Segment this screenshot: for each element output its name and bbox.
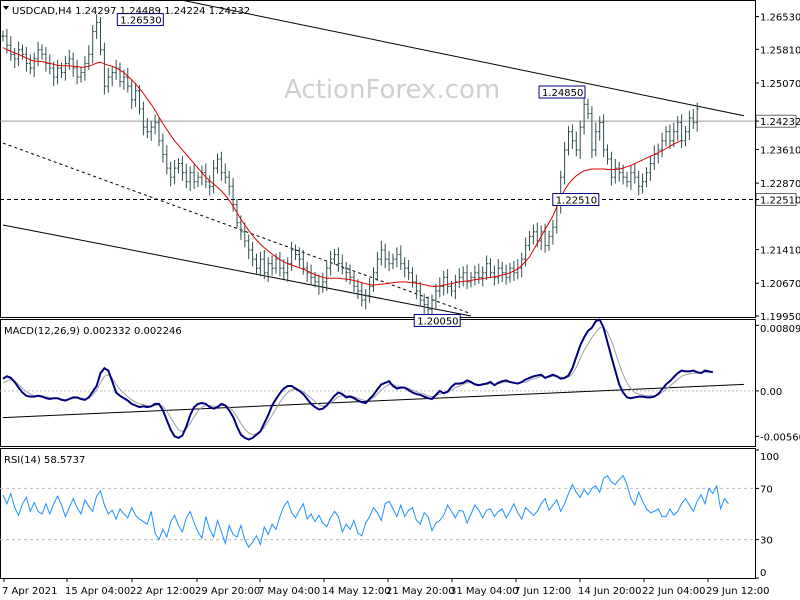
rsi-panel-frame <box>0 448 756 579</box>
dashed-trend-line <box>2 142 472 315</box>
price-annotation-label: 1.24850 <box>542 88 583 99</box>
time-axis-label: 7 May 04:00 <box>258 586 320 597</box>
rsi-panel-title: RSI(14) 58.5737 <box>4 455 85 466</box>
price-annotation-box <box>538 85 586 99</box>
price-panel-title: USDCAD,H4 1.24297 1.24489 1.24224 1.2423… <box>12 6 250 17</box>
rsi-axis-label: 70 <box>760 484 773 495</box>
time-axis-label: 22 Jun 04:00 <box>642 586 706 597</box>
time-axis-label: 31 May 04:00 <box>450 586 519 597</box>
macd-panel-frame <box>0 319 756 447</box>
time-axis-label: 15 Apr 04:00 <box>65 586 130 597</box>
rsi-line <box>2 474 729 549</box>
rsi-series-layer <box>0 474 755 549</box>
price-axis-label: 1.22510 <box>760 196 800 207</box>
upper-trend-line <box>178 0 745 117</box>
macd-axis-label: 0.008091 <box>760 324 800 335</box>
price-axis-label: 1.19950 <box>760 312 800 323</box>
macd-line <box>2 318 714 441</box>
macd-axis-label: -0.005608 <box>760 432 800 443</box>
time-axis-label: 22 Apr 12:00 <box>130 586 195 597</box>
time-axis-label: 14 Jun 20:00 <box>578 586 642 597</box>
axis-labels-layer: 1.26530 1.25810 1.25070 1.24232 1.23610 1.228… <box>2 13 800 597</box>
macd-axis-label: 0.00 <box>760 387 782 398</box>
price-axis-label: 1.25070 <box>760 79 800 90</box>
time-axis-label: 14 May 12:00 <box>322 586 391 597</box>
price-annotation-box <box>552 193 600 207</box>
macd-panel-title: MACD(12,26,9) 0.002332 0.002246 <box>4 326 182 337</box>
price-panel-frame <box>0 0 756 318</box>
rsi-axis-label: 30 <box>760 536 773 547</box>
price-annotation-label: 1.22510 <box>556 196 597 207</box>
lower-channel-line <box>2 224 472 317</box>
time-axis-label: 7 Apr 2021 <box>2 586 57 597</box>
rsi-axis-label: 0 <box>760 568 766 579</box>
price-annotation-label: 1.26530 <box>120 16 161 27</box>
price-axis-label: 1.22870 <box>760 179 800 190</box>
time-axis-label: 29 Apr 20:00 <box>195 586 260 597</box>
macd-series-layer <box>0 318 755 441</box>
price-axis-label: 1.26530 <box>760 13 800 24</box>
rsi-axis-label: 100 <box>760 452 779 463</box>
price-axis-label: 1.20670 <box>760 279 800 290</box>
price-axis-label: 1.25810 <box>760 45 800 56</box>
price-annotation-label: 1.20050 <box>417 316 458 327</box>
price-axis-label: 1.21410 <box>760 246 800 257</box>
price-annotation-box <box>413 313 461 327</box>
price-series-layer: 1.26530 1.24850 1.22510 1.20050 <box>0 0 755 327</box>
watermark: ActionForex.com <box>284 75 500 105</box>
price-title-icon <box>3 6 9 10</box>
macd-signal-line <box>2 327 713 436</box>
time-axis-label: 7 Jun 12:00 <box>514 586 571 597</box>
time-axis-label: 29 Jun 12:00 <box>706 586 770 597</box>
macd-trend-line <box>2 383 745 419</box>
price-axis-label: 1.23610 <box>760 145 800 156</box>
moving-average-line <box>2 47 682 287</box>
price-axis-label: 1.24232 <box>760 117 800 128</box>
time-axis-label: 21 May 20:00 <box>386 586 455 597</box>
price-annotation-box <box>116 13 164 27</box>
